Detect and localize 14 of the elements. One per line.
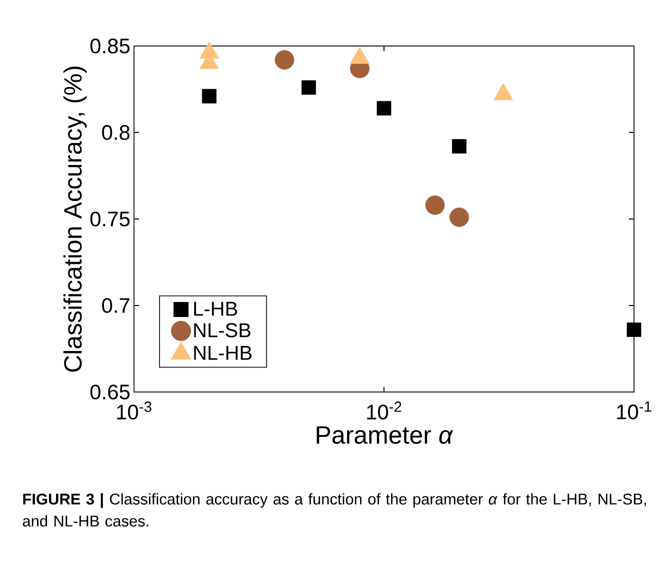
text: FIGURE 3 | Classification accuracy as a function of the parameter α for the L-HB, NL-SB, and NL-HB cases. [22, 493, 646, 527]
x-axis-title: Parameter α [316, 426, 454, 444]
y-tick-label: 0.75 [90, 212, 130, 226]
y-tick-label: 0.85 [90, 38, 130, 54]
x-tick-label: 10$^{-3}$ [117, 402, 152, 420]
y-axis-title: Classification Accuracy, (%) [63, 66, 87, 372]
legend-label: NL-HB [194, 346, 252, 360]
y-tick-label: 0.8 [102, 125, 130, 140]
y-tick-label: 0.7 [102, 298, 130, 313]
legend-label: L-HB [194, 302, 238, 316]
legend-label: NL-SB [194, 323, 250, 338]
x-tick-label: 10$^{-1}$ [617, 402, 652, 420]
y-tick-label: 0.65 [90, 384, 130, 400]
x-tick-label: 10$^{-2}$ [367, 402, 402, 420]
